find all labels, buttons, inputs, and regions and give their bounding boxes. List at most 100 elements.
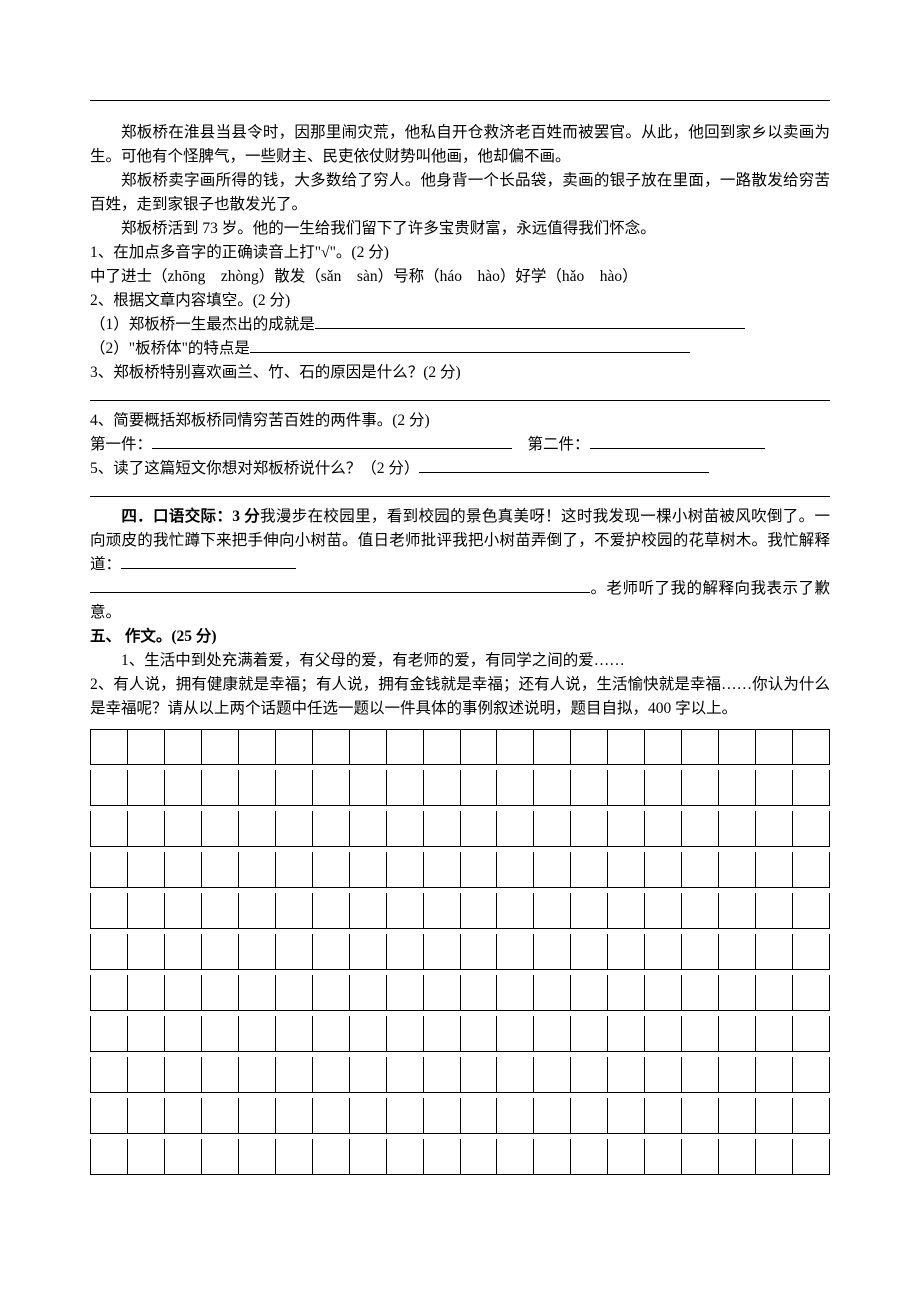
grid-cell[interactable]	[681, 730, 718, 764]
grid-cell[interactable]	[127, 770, 164, 805]
grid-cell[interactable]	[90, 730, 127, 764]
grid-cell[interactable]	[164, 893, 201, 928]
grid-cell[interactable]	[792, 1098, 830, 1133]
grid-cell[interactable]	[90, 770, 127, 805]
grid-cell[interactable]	[349, 934, 386, 969]
grid-cell[interactable]	[238, 1057, 275, 1092]
grid-cell[interactable]	[312, 934, 349, 969]
grid-cell[interactable]	[607, 730, 644, 764]
grid-cell[interactable]	[718, 852, 755, 887]
grid-cell[interactable]	[127, 852, 164, 887]
grid-cell[interactable]	[460, 934, 497, 969]
grid-cell[interactable]	[164, 852, 201, 887]
grid-cell[interactable]	[423, 975, 460, 1010]
grid-cell[interactable]	[386, 1139, 423, 1174]
grid-cell[interactable]	[275, 893, 312, 928]
grid-cell[interactable]	[755, 975, 792, 1010]
grid-cell[interactable]	[792, 770, 830, 805]
grid-cell[interactable]	[127, 730, 164, 764]
grid-cell[interactable]	[681, 975, 718, 1010]
grid-cell[interactable]	[681, 1057, 718, 1092]
grid-cell[interactable]	[496, 975, 533, 1010]
grid-cell[interactable]	[570, 1098, 607, 1133]
grid-cell[interactable]	[607, 1139, 644, 1174]
grid-cell[interactable]	[201, 1139, 238, 1174]
grid-cell[interactable]	[349, 730, 386, 764]
grid-cell[interactable]	[644, 1016, 681, 1051]
grid-cell[interactable]	[570, 1139, 607, 1174]
grid-cell[interactable]	[644, 893, 681, 928]
grid-cell[interactable]	[275, 934, 312, 969]
grid-cell[interactable]	[349, 1098, 386, 1133]
grid-cell[interactable]	[644, 811, 681, 846]
grid-cell[interactable]	[533, 1057, 570, 1092]
grid-cell[interactable]	[127, 1139, 164, 1174]
grid-cell[interactable]	[312, 1057, 349, 1092]
grid-cell[interactable]	[201, 852, 238, 887]
grid-cell[interactable]	[90, 934, 127, 969]
grid-cell[interactable]	[718, 1016, 755, 1051]
grid-cell[interactable]	[349, 770, 386, 805]
grid-cell[interactable]	[792, 1057, 830, 1092]
grid-cell[interactable]	[460, 1016, 497, 1051]
grid-cell[interactable]	[275, 975, 312, 1010]
grid-cell[interactable]	[127, 1098, 164, 1133]
blank-q5-b[interactable]	[90, 482, 830, 498]
grid-cell[interactable]	[423, 770, 460, 805]
grid-cell[interactable]	[312, 975, 349, 1010]
grid-cell[interactable]	[718, 730, 755, 764]
grid-cell[interactable]	[238, 770, 275, 805]
grid-cell[interactable]	[681, 811, 718, 846]
grid-cell[interactable]	[127, 1057, 164, 1092]
grid-cell[interactable]	[164, 1139, 201, 1174]
grid-cell[interactable]	[755, 1016, 792, 1051]
grid-cell[interactable]	[164, 975, 201, 1010]
grid-cell[interactable]	[386, 1016, 423, 1051]
grid-cell[interactable]	[349, 811, 386, 846]
grid-cell[interactable]	[386, 934, 423, 969]
grid-cell[interactable]	[496, 730, 533, 764]
grid-cell[interactable]	[90, 811, 127, 846]
grid-cell[interactable]	[460, 975, 497, 1010]
grid-cell[interactable]	[607, 975, 644, 1010]
grid-cell[interactable]	[570, 1057, 607, 1092]
grid-cell[interactable]	[201, 893, 238, 928]
grid-cell[interactable]	[460, 1139, 497, 1174]
grid-cell[interactable]	[238, 975, 275, 1010]
grid-cell[interactable]	[718, 975, 755, 1010]
grid-cell[interactable]	[718, 811, 755, 846]
blank-q3[interactable]	[90, 386, 830, 402]
grid-cell[interactable]	[644, 770, 681, 805]
grid-cell[interactable]	[570, 770, 607, 805]
grid-cell[interactable]	[533, 770, 570, 805]
grid-cell[interactable]	[386, 1057, 423, 1092]
grid-cell[interactable]	[423, 1139, 460, 1174]
grid-cell[interactable]	[238, 1139, 275, 1174]
grid-cell[interactable]	[570, 934, 607, 969]
grid-cell[interactable]	[386, 852, 423, 887]
grid-cell[interactable]	[607, 934, 644, 969]
grid-cell[interactable]	[496, 1098, 533, 1133]
blank-q5-a[interactable]	[419, 458, 709, 474]
grid-cell[interactable]	[349, 975, 386, 1010]
grid-cell[interactable]	[460, 811, 497, 846]
grid-cell[interactable]	[238, 893, 275, 928]
grid-cell[interactable]	[607, 811, 644, 846]
grid-cell[interactable]	[201, 1057, 238, 1092]
grid-cell[interactable]	[275, 1057, 312, 1092]
grid-cell[interactable]	[496, 852, 533, 887]
grid-cell[interactable]	[386, 1098, 423, 1133]
grid-cell[interactable]	[127, 893, 164, 928]
grid-cell[interactable]	[127, 975, 164, 1010]
grid-cell[interactable]	[718, 893, 755, 928]
grid-cell[interactable]	[681, 893, 718, 928]
grid-cell[interactable]	[201, 770, 238, 805]
grid-cell[interactable]	[718, 934, 755, 969]
grid-cell[interactable]	[275, 1098, 312, 1133]
grid-cell[interactable]	[423, 893, 460, 928]
grid-cell[interactable]	[792, 975, 830, 1010]
grid-cell[interactable]	[164, 1016, 201, 1051]
grid-cell[interactable]	[681, 852, 718, 887]
grid-cell[interactable]	[460, 730, 497, 764]
grid-cell[interactable]	[644, 1098, 681, 1133]
